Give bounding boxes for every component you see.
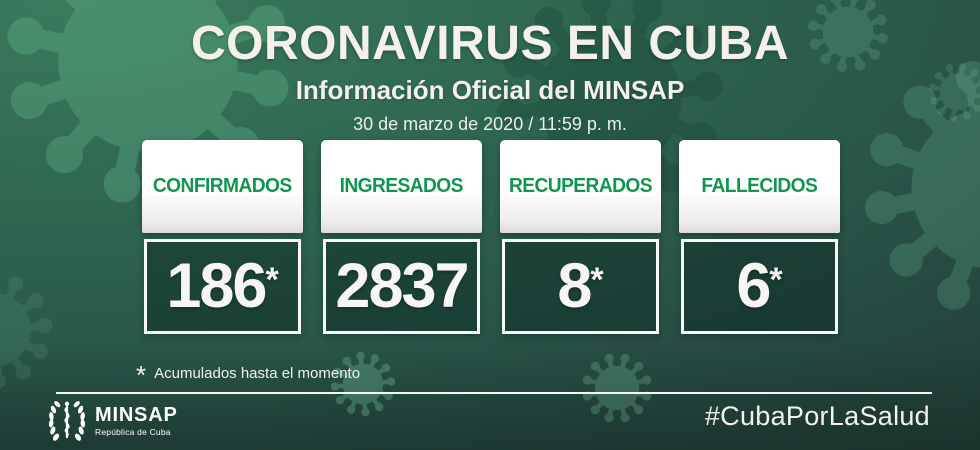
footnote: * Acumulados hasta el momento	[136, 360, 360, 391]
stat-card-value: 2837	[335, 255, 469, 318]
stat-card-label: CONFIRMADOS	[153, 175, 292, 197]
stat-card-label: RECUPERADOS	[508, 175, 653, 197]
stat-card-label-panel: RECUPERADOS	[500, 140, 661, 233]
minsap-logo-text: MINSAP República de Cuba	[95, 405, 178, 437]
stat-value-asterisk: *	[769, 261, 783, 299]
footnote-asterisk: *	[136, 360, 147, 390]
page-title: CORONAVIRUS EN CUBA	[191, 17, 789, 70]
footer-divider-line	[56, 392, 932, 394]
stat-card-label: FALLECIDOS	[701, 175, 818, 197]
minsap-logo-name: MINSAP	[95, 404, 178, 426]
stat-card-label-panel: INGRESADOS	[321, 140, 482, 233]
stat-card-value: 186*	[166, 255, 278, 318]
stat-card-label-panel: FALLECIDOS	[679, 140, 840, 233]
stat-card: INGRESADOS 2837	[321, 140, 482, 334]
stat-value-asterisk: *	[265, 261, 279, 299]
stat-card-value-panel: 8*	[502, 239, 659, 334]
stat-value-asterisk: *	[590, 261, 604, 299]
header: CORONAVIRUS EN CUBA Información Oficial …	[0, 17, 980, 134]
footnote-text: Acumulados hasta el momento	[154, 365, 361, 382]
stat-card-value-panel: 2837	[323, 239, 480, 334]
hashtag: #CubaPorLaSalud	[704, 401, 930, 431]
stat-card-label-panel: CONFIRMADOS	[142, 140, 303, 233]
stat-card-value-panel: 186*	[144, 239, 301, 334]
laurel-wreath-caduceus-icon	[48, 401, 86, 441]
minsap-logo: MINSAP República de Cuba	[46, 398, 178, 444]
stat-card: RECUPERADOS 8*	[500, 140, 661, 334]
stat-card: CONFIRMADOS 186*	[142, 140, 303, 334]
stat-value-number: 6	[736, 251, 771, 321]
stat-card-value: 8*	[557, 255, 603, 318]
stat-value-number: 2837	[335, 251, 469, 321]
stat-value-number: 8	[557, 251, 592, 321]
stat-card: FALLECIDOS 6*	[679, 140, 840, 334]
stat-value-number: 186	[166, 251, 267, 321]
page-subtitle: Información Oficial del MINSAP	[295, 75, 685, 105]
stat-card-value-panel: 6*	[681, 239, 838, 334]
stat-card-label: INGRESADOS	[339, 175, 464, 197]
minsap-logo-subtext: República de Cuba	[95, 427, 171, 437]
report-date: 30 de marzo de 2020 / 11:59 p. m.	[353, 114, 627, 134]
stat-card-value: 6*	[736, 255, 782, 318]
stats-row: CONFIRMADOS 186* INGRESADOS 2837 RECUPER…	[142, 140, 840, 334]
